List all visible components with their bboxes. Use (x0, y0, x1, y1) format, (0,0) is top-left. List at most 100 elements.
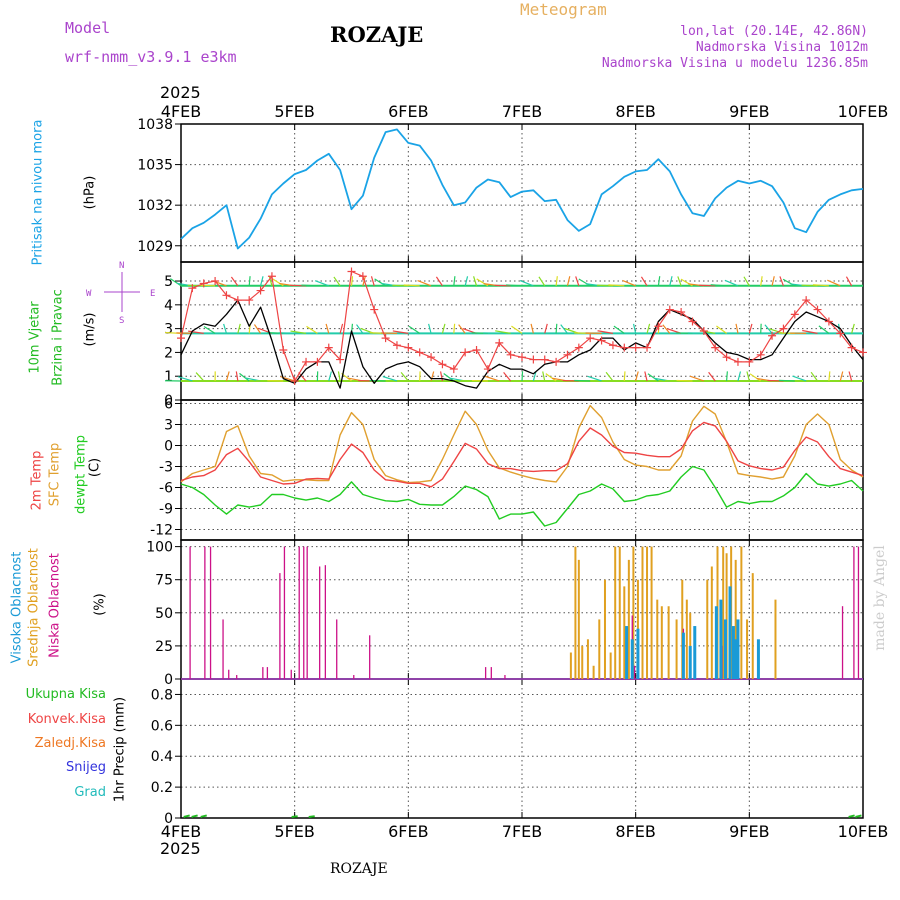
wind-barb (356, 324, 364, 334)
y-tick-label: -3 (159, 460, 173, 476)
y-tick-label: 0.4 (151, 749, 173, 765)
wind-gust-marker (597, 336, 606, 345)
wind-barb (511, 325, 523, 334)
wind-gust-marker (722, 353, 731, 362)
wind-gust-marker (404, 343, 413, 352)
model-elevation: Nadmorska Visina u modelu 1236.85m (601, 56, 868, 71)
wind-gust-marker (699, 327, 708, 335)
wind-barb (827, 279, 841, 287)
model-name: wrf-nmm_v3.9.1 e3km (65, 48, 237, 66)
y-tick-label: 0 (164, 439, 173, 455)
wind-gust-marker (768, 331, 777, 340)
credit-label: made by Angel (872, 545, 888, 651)
precip-bar (191, 814, 198, 818)
wind-barb (370, 276, 375, 286)
date-label-top: 9FEB (729, 102, 769, 121)
wind-gust-marker (733, 357, 742, 366)
date-label-top: 6FEB (388, 102, 428, 121)
y-tick-label: 100 (146, 540, 173, 556)
wind-barb (587, 375, 602, 382)
wind-gust-marker (506, 350, 515, 359)
wind-gust-marker (381, 334, 390, 343)
wind-gust-marker (347, 267, 356, 276)
wind-barb (272, 278, 284, 287)
wind-barb (596, 284, 613, 287)
wind-barb (188, 330, 204, 334)
wind-gust-marker (336, 355, 345, 364)
wind-gust-marker (540, 355, 549, 364)
y-tick-label: 0 (164, 672, 173, 688)
wind-barb (545, 373, 557, 382)
wind-barb (689, 375, 705, 382)
wind-barb (657, 276, 661, 286)
y-tick-label: 1038 (137, 117, 173, 133)
y-tick-label: 0 (164, 811, 173, 827)
wind-barb (644, 371, 648, 382)
wind-gust-marker (688, 317, 697, 326)
y-tick-label: -9 (159, 502, 173, 518)
wind-barb (301, 284, 318, 287)
wind-barb (749, 373, 762, 382)
wind-barb (647, 373, 659, 382)
date-label-bottom: 9FEB (729, 822, 769, 841)
wind-gust-marker (654, 322, 663, 331)
wind-barb (812, 284, 829, 287)
wind-barb (298, 372, 307, 382)
wind-barb (735, 323, 739, 334)
wind-gust-marker (472, 346, 481, 355)
wind-gust-marker (177, 334, 185, 343)
wind-gust-marker (563, 350, 572, 359)
wind-barb (485, 375, 500, 382)
wind-barb (268, 276, 273, 286)
compass-e: E (150, 289, 156, 299)
wind-unit: (m/s) (82, 312, 98, 347)
date-label-bottom: 4FEB (161, 822, 201, 841)
wind-barb (608, 284, 625, 287)
wind-gust-marker (449, 365, 458, 374)
wind-gust-marker (370, 305, 379, 314)
y-tick-label: 1035 (137, 158, 173, 174)
wind-gust-marker (802, 296, 811, 305)
wind-barb (792, 375, 807, 382)
wind-gust-marker (608, 341, 617, 350)
wind-barb (538, 276, 546, 287)
wind-barb (818, 325, 830, 334)
wind-barb (435, 276, 443, 287)
wind-barb (439, 371, 444, 382)
wind-barb (403, 284, 420, 287)
date-label-bottom: 8FEB (615, 822, 655, 841)
wind-barb (464, 276, 469, 286)
y-tick-label: 3 (164, 322, 173, 338)
dewpoint-line (180, 465, 864, 527)
date-label-top: 5FEB (274, 102, 314, 121)
wind-gust-marker (256, 286, 265, 295)
y-tick-label: 2 (164, 345, 173, 361)
wind-barb (613, 325, 625, 334)
footer-station: ROZAJE (330, 861, 388, 877)
wind-gust-marker (211, 277, 220, 286)
cloud-label-high: Visoka Oblacnost (9, 551, 25, 664)
precip-label-frozen: Zaledj.Kisa (34, 736, 106, 751)
wind-gust-marker (188, 284, 197, 293)
wind-barb (408, 325, 421, 334)
precip-label-hail: Grad (74, 785, 106, 800)
wind-gust-marker (427, 353, 436, 362)
coords: lon,lat (20.14E, 42.86N) (680, 24, 868, 39)
wind-barb (248, 276, 251, 286)
wind-barb (392, 330, 409, 334)
wind-barb (848, 371, 853, 382)
wind-barb (290, 330, 307, 334)
wind-gust-marker (392, 341, 401, 350)
wind-barb (779, 276, 784, 287)
precip-bar (200, 814, 207, 818)
wind-gust-marker (631, 343, 640, 352)
wind-barb (170, 278, 182, 287)
wind-gust-marker (233, 296, 242, 305)
wind-barb (441, 323, 446, 334)
wind-label-2: Brzina i Pravac (50, 289, 66, 386)
wind-barb (748, 323, 753, 334)
y-tick-label: -6 (159, 481, 173, 497)
wind-barb (503, 371, 512, 382)
precip-unit: 1hr Precip (mm) (112, 696, 128, 803)
y-tick-label: 75 (155, 573, 173, 589)
